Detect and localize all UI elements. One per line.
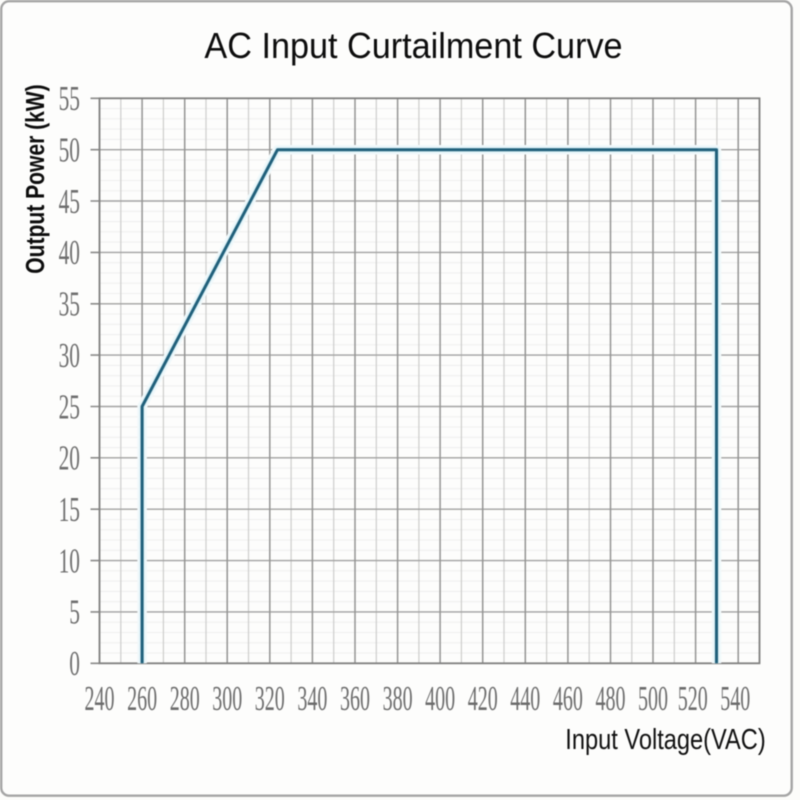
- svg-text:500: 500: [638, 681, 668, 719]
- svg-text:460: 460: [553, 681, 583, 719]
- svg-text:240: 240: [84, 681, 114, 719]
- svg-text:260: 260: [127, 681, 157, 719]
- svg-text:55: 55: [59, 80, 80, 118]
- svg-text:340: 340: [297, 681, 327, 719]
- svg-text:30: 30: [59, 337, 80, 375]
- svg-text:40: 40: [59, 234, 80, 272]
- svg-text:360: 360: [340, 681, 370, 719]
- svg-text:440: 440: [510, 681, 540, 719]
- svg-text:540: 540: [720, 681, 750, 719]
- svg-text:20: 20: [59, 440, 80, 478]
- svg-text:5: 5: [69, 594, 80, 632]
- svg-text:15: 15: [59, 491, 80, 529]
- svg-text:35: 35: [59, 286, 80, 324]
- svg-text:320: 320: [255, 681, 285, 719]
- svg-text:Output Power (kW): Output Power (kW): [22, 84, 51, 273]
- svg-text:AC Input Curtailment Curve: AC Input Curtailment Curve: [204, 26, 622, 66]
- svg-text:280: 280: [170, 681, 200, 719]
- svg-text:420: 420: [468, 681, 498, 719]
- svg-text:10: 10: [59, 542, 80, 580]
- svg-text:480: 480: [595, 681, 625, 719]
- svg-text:Input Voltage(VAC): Input Voltage(VAC): [565, 723, 765, 756]
- svg-text:380: 380: [383, 681, 413, 719]
- svg-text:0: 0: [69, 645, 80, 683]
- svg-text:300: 300: [212, 681, 242, 719]
- svg-text:45: 45: [59, 183, 80, 221]
- svg-text:520: 520: [678, 681, 708, 719]
- svg-text:25: 25: [59, 388, 80, 426]
- svg-text:50: 50: [59, 131, 80, 169]
- svg-text:400: 400: [425, 681, 455, 719]
